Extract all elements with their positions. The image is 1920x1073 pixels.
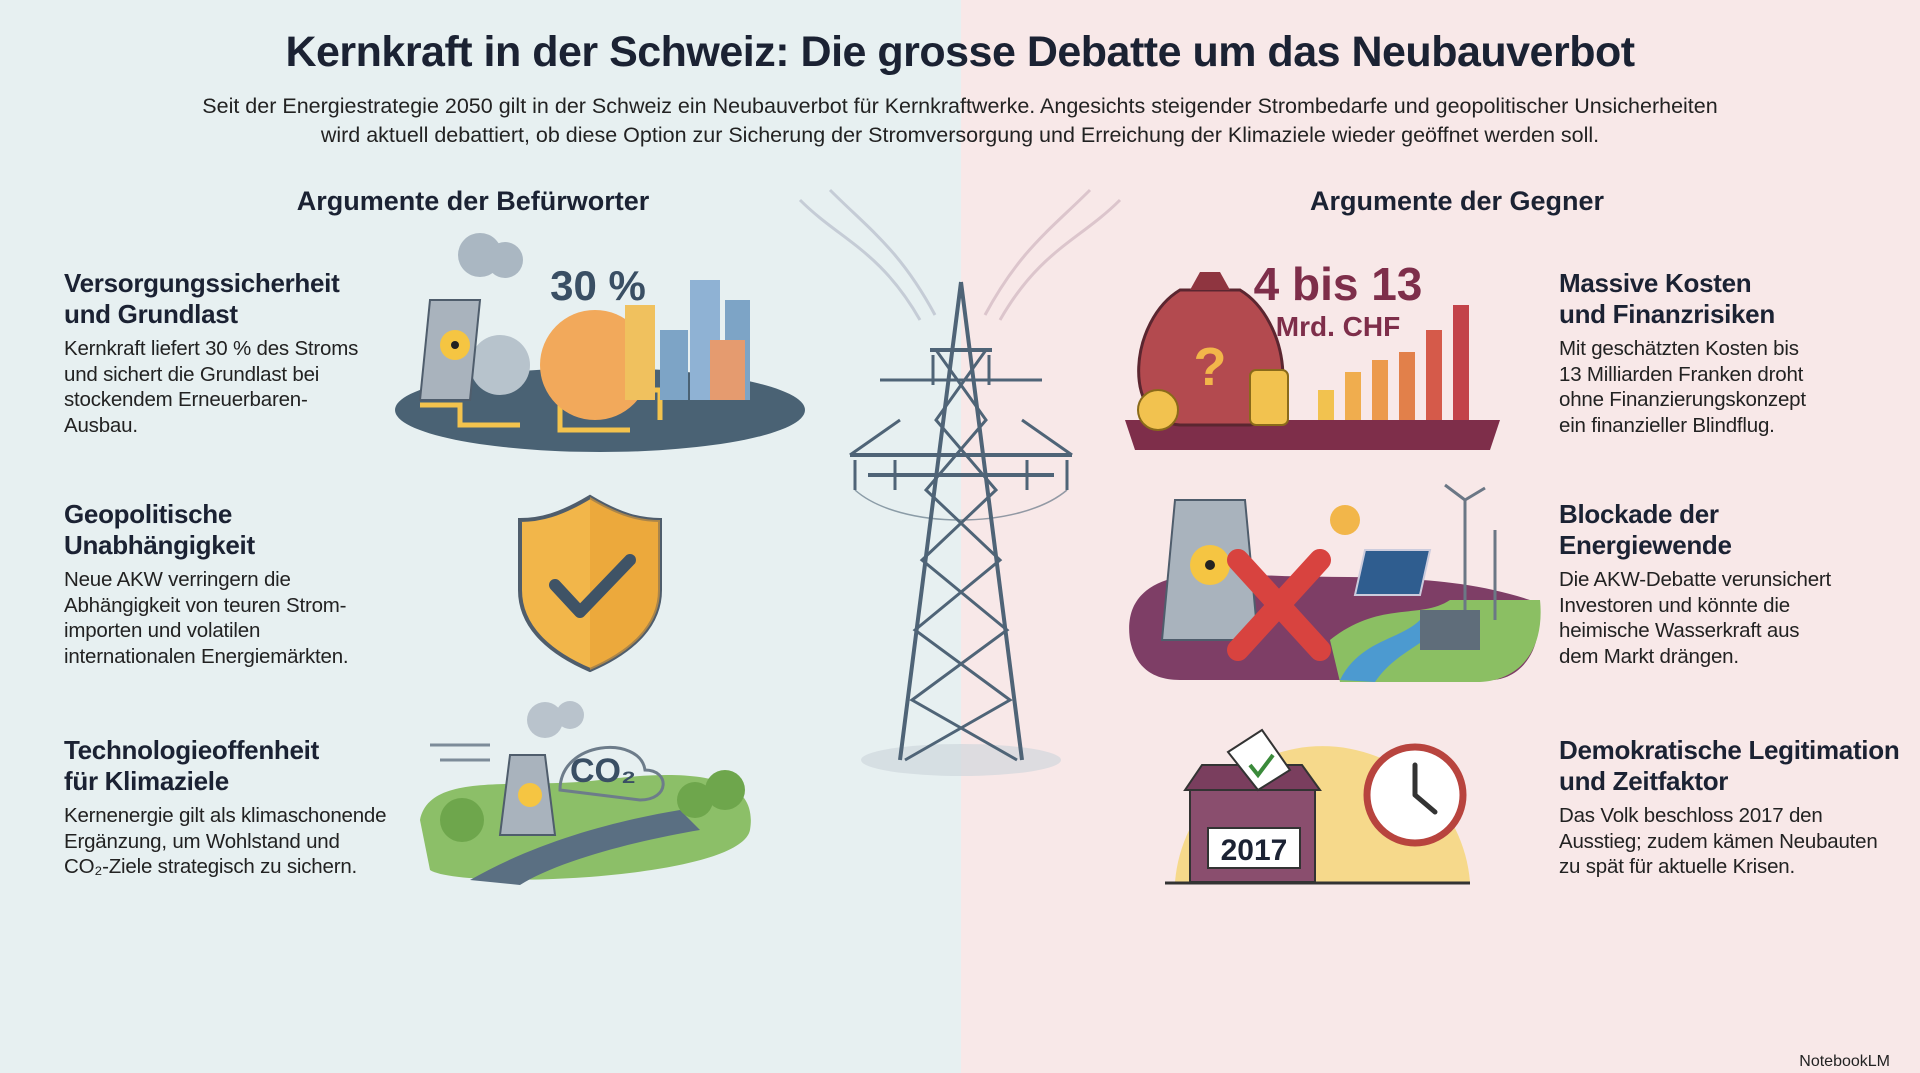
argument-title-line: Technologieoffenheit (64, 735, 319, 765)
argument-text-line: importen und volatilen (64, 619, 261, 642)
argument: Demokratische Legitimation und Zeitfaktor… (1559, 735, 1904, 880)
argument: Versorgungssicherheit und Grundlast Kernkr… (64, 268, 414, 438)
argument-text: Die AKW-Debatte verunsichert Investoren u… (1559, 567, 1904, 669)
argument-text-line: und sichert die Grundlast bei (64, 362, 320, 386)
argument-text-line: Kernenergie gilt als klimaschonende (64, 804, 387, 827)
argument-text-line: 13 Milliarden Franken droht (1559, 362, 1804, 386)
argument-text-line: Die AKW-Debatte verunsichert (1559, 568, 1832, 591)
argument-text-line: ohne Finanzierungskonzept (1559, 388, 1806, 411)
co2-label: CO₂ (570, 752, 636, 790)
argument-title: Blockade der Energiewende (1559, 499, 1904, 561)
cost-label: 4 bis 13 (1254, 258, 1423, 310)
title: Kernkraft in der Schweiz: Die grosse Deb… (285, 28, 1635, 76)
footer-brand: NotebookLM (1799, 1053, 1890, 1070)
year-label: 2017 (1221, 834, 1288, 867)
argument-text-line: zu spät für aktuelle Krisen. (1559, 855, 1795, 878)
argument-text-line: internationalen Energiemärkten. (64, 644, 349, 668)
argument-text-line: Ausstieg; zudem kämen Neubauten (1559, 829, 1878, 853)
argument-title: Versorgungssicherheit und Grundlast (64, 268, 414, 330)
argument-text-line: Ergänzung, um Wohlstand und (64, 829, 340, 853)
argument-title-line: Geopolitische (64, 499, 233, 529)
column-heading: Argumente der Befürworter (296, 186, 650, 216)
cost-unit-label: Mrd. CHF (1276, 311, 1400, 342)
argument-title: Massive Kosten und Finanzrisiken (1559, 268, 1904, 330)
argument-text-line: CO₂-Ziele strategisch zu sichern. (64, 855, 358, 878)
argument-title: Demokratische Legitimation und Zeitfaktor (1559, 735, 1904, 797)
argument-title-line: und Grundlast (64, 299, 238, 329)
argument: Geopolitische Unabhängigkeit Neue AKW verr… (64, 499, 414, 669)
argument-text-line: ein finanzieller Blindflug. (1559, 413, 1775, 437)
argument-title: Technologieoffenheit für Klimaziele (64, 735, 414, 797)
argument-text: Kernkraft liefert 30 % des Stroms und sic… (64, 336, 414, 438)
argument-text-line: Kernkraft liefert 30 % des Stroms (64, 337, 359, 360)
argument-text-line: Mit geschätzten Kosten bis (1559, 337, 1799, 360)
power-pylon (798, 188, 1122, 776)
argument-title-line: Demokratische Legitimation (1559, 735, 1900, 765)
argument-title-line: und Finanzrisiken (1559, 299, 1775, 329)
argument-text: Das Volk beschloss 2017 den Ausstieg; zud… (1559, 803, 1904, 880)
argument-text-line: Ausbau. (64, 413, 138, 437)
argument-title-line: für Klimaziele (64, 766, 229, 796)
argument-text-line: stockendem Erneuerbaren- (64, 388, 308, 411)
argument-text-line: Abhängigkeit von teuren Strom- (64, 593, 347, 617)
argument-title-line: Unabhängigkeit (64, 530, 255, 560)
illustration-ballot: 2017 (1165, 728, 1470, 885)
argument-text: Kernenergie gilt als klimaschonende Ergän… (64, 803, 414, 880)
argument-text-line: dem Markt drängen. (1559, 644, 1739, 668)
argument: Technologieoffenheit für Klimaziele Kernen… (64, 735, 414, 880)
illustration-supply: 30 % (395, 233, 805, 452)
argument-title-line: Blockade der (1559, 499, 1719, 529)
argument-title-line: Energiewende (1559, 530, 1732, 560)
subtitle: Seit der Energiestrategie 2050 gilt in d… (60, 92, 1860, 150)
argument-text-line: Das Volk beschloss 2017 den (1559, 804, 1823, 827)
argument-text-line: Neue AKW verringern die (64, 568, 291, 591)
subtitle-line: Seit der Energiestrategie 2050 gilt in d… (202, 94, 1718, 118)
share-label: 30 % (550, 262, 646, 309)
right-panel (961, 0, 1920, 1073)
svg-text:?: ? (1194, 337, 1227, 397)
illustration-shield (518, 494, 662, 673)
subtitle-line: wird aktuell debattiert, ob diese Option… (320, 123, 1600, 147)
argument-text-line: Investoren und könnte die (1559, 593, 1790, 617)
illustration-blockade (1129, 483, 1541, 682)
argument-title: Geopolitische Unabhängigkeit (64, 499, 414, 561)
column-heading: Argumente der Gegner (1309, 186, 1605, 216)
argument-title-line: und Zeitfaktor (1559, 766, 1729, 796)
argument-title-line: Versorgungssicherheit (64, 268, 340, 298)
illustration-cost: ? 4 bis 13 Mrd. CHF (1125, 258, 1500, 450)
argument: Massive Kosten und Finanzrisiken Mit gesch… (1559, 268, 1904, 438)
argument-text: Mit geschätzten Kosten bis 13 Milliarden … (1559, 336, 1904, 438)
argument-text: Neue AKW verringern die Abhängigkeit von … (64, 567, 414, 669)
argument: Blockade der Energiewende Die AKW-Debatte … (1559, 499, 1904, 669)
left-panel (0, 0, 961, 1073)
argument-title-line: Massive Kosten (1559, 268, 1752, 298)
argument-text-line: heimische Wasserkraft aus (1559, 619, 1800, 642)
illustration-climate: CO₂ (420, 701, 751, 885)
